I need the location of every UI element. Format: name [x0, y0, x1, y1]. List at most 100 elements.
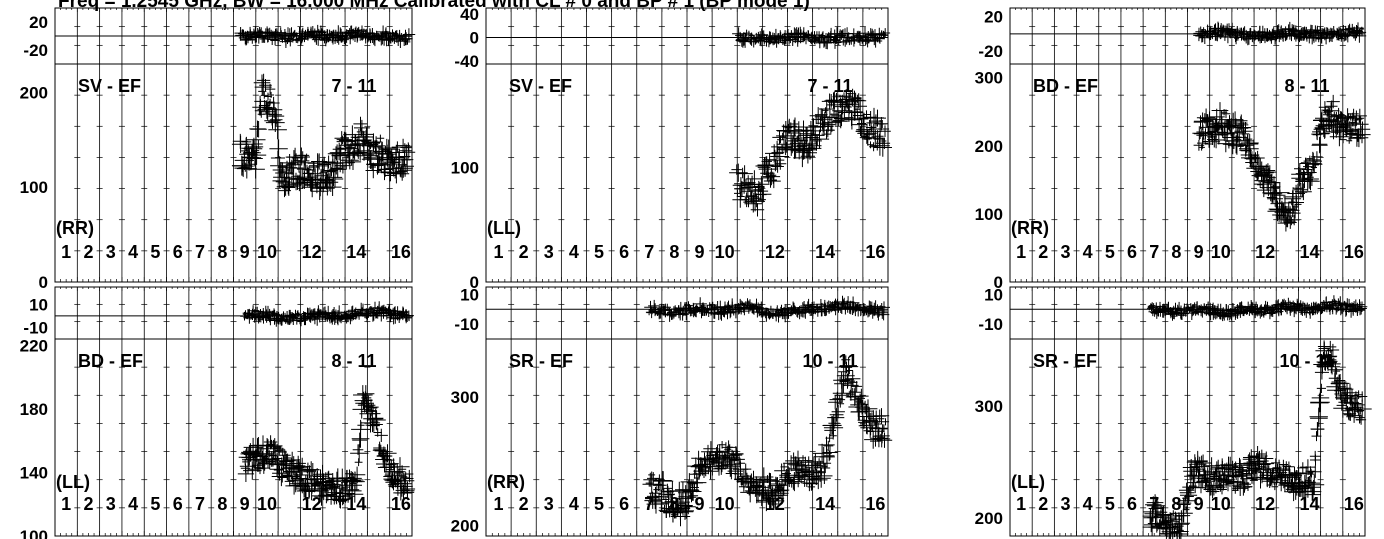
amp-data-point [1283, 461, 1294, 472]
amp-data-point [1207, 469, 1226, 487]
channel-label: 4 [569, 494, 579, 514]
amp-data-point [277, 472, 288, 483]
channel-label: 4 [569, 242, 579, 262]
channel-label: 3 [544, 494, 554, 514]
amp-tick-label: 200 [20, 83, 48, 102]
amp-data-point [402, 145, 416, 159]
amp-data-point [688, 490, 699, 501]
amp-data-point [1270, 197, 1283, 210]
amp-tick-label: 200 [975, 509, 1003, 528]
amp-data-point [270, 150, 285, 165]
amp-data-point [1283, 187, 1303, 207]
amp-data-point [357, 146, 378, 166]
amp-tick-label: 0 [39, 273, 48, 292]
phase-data-point [704, 305, 711, 312]
amp-data-point [871, 418, 883, 430]
phase-tick-label: -10 [978, 315, 1003, 334]
amp-data-point [378, 444, 397, 463]
amp-data-point [1333, 367, 1341, 375]
phase-data-point [842, 296, 854, 308]
amp-data-point [1202, 138, 1209, 145]
amp-data-point [1232, 459, 1249, 476]
amp-data-point [323, 178, 342, 196]
amp-data-point [653, 486, 661, 494]
amp-data-point [871, 120, 890, 138]
phase-data-point [336, 311, 346, 321]
amp-data-point [740, 463, 752, 475]
amp-data-point [1314, 365, 1329, 380]
amp-data-point [785, 132, 797, 144]
amp-data-point [822, 107, 829, 114]
amp-data-point [340, 151, 359, 170]
channel-label: 14 [346, 242, 366, 262]
channel-label: 2 [83, 494, 93, 514]
amp-data-point [683, 482, 702, 501]
amp-data-point [655, 481, 662, 488]
phase-data-point [1357, 28, 1367, 37]
amp-data-point [374, 428, 388, 442]
amp-data-point [1178, 496, 1192, 510]
amp-data-point [873, 119, 880, 126]
amp-data-point [244, 137, 264, 157]
baseline-label: BD - EF [78, 351, 143, 371]
amp-data-point [232, 133, 248, 149]
phase-data-point [778, 309, 792, 323]
amp-data-point [283, 453, 292, 463]
channel-label: 6 [1127, 242, 1137, 262]
channel-label: 2 [83, 242, 93, 262]
amp-data-point [878, 137, 891, 149]
amp-data-point [259, 103, 277, 121]
channel-label: 9 [1194, 242, 1204, 262]
channel-label: 12 [765, 242, 785, 262]
amp-data-point [856, 399, 866, 408]
amp-data-point [361, 392, 372, 403]
amp-data-point [268, 91, 275, 98]
channel-label: 9 [240, 494, 250, 514]
amp-data-point [246, 130, 266, 150]
phase-data-point [667, 306, 680, 319]
channel-label: 4 [1083, 242, 1093, 262]
amp-data-point [1304, 172, 1319, 186]
amp-data-point [833, 114, 848, 129]
amp-data-point [814, 458, 824, 468]
amp-data-point [302, 164, 312, 174]
channel-label: 7 [1149, 242, 1159, 262]
amp-data-point [776, 137, 792, 152]
antenna-ref-label: 7 - 11 [331, 76, 376, 96]
amp-data-point [823, 418, 844, 438]
channel-label: 10 [715, 494, 735, 514]
page-title: Freq = 1.2545 GHz, BW = 16.000 MHz Calib… [58, 0, 810, 12]
phase-data-point [404, 39, 411, 45]
amp-data-point [771, 476, 780, 485]
amp-data-point [820, 463, 831, 473]
amp-data-point [1311, 151, 1323, 163]
channel-label: 1 [61, 494, 71, 514]
amp-data-point [824, 424, 836, 437]
channel-label: 3 [106, 494, 116, 514]
amp-data-point [1242, 134, 1253, 144]
amp-data-point [871, 130, 884, 143]
amp-data-point [800, 126, 815, 141]
amp-data-point [771, 160, 784, 173]
phase-data-point [393, 34, 408, 48]
amp-data-point [1312, 136, 1328, 152]
amp-data-point [1320, 129, 1330, 138]
amp-data-point [750, 478, 769, 497]
amp-data-point [770, 147, 790, 166]
amp-data-point [254, 78, 272, 96]
channel-label: 12 [1255, 242, 1275, 262]
amp-data-point [845, 388, 864, 406]
amp-data-point [774, 484, 787, 497]
amp-data-point [644, 492, 661, 509]
amp-data-point [855, 125, 868, 137]
channel-label: 10 [1211, 242, 1231, 262]
amp-data-point [1250, 454, 1266, 470]
amp-data-point [758, 476, 770, 489]
amp-data-point [1200, 114, 1214, 127]
channel-label: 3 [106, 242, 116, 262]
phase-data-point [788, 302, 800, 314]
amp-data-point [801, 121, 821, 141]
phase-data-point [752, 39, 758, 45]
